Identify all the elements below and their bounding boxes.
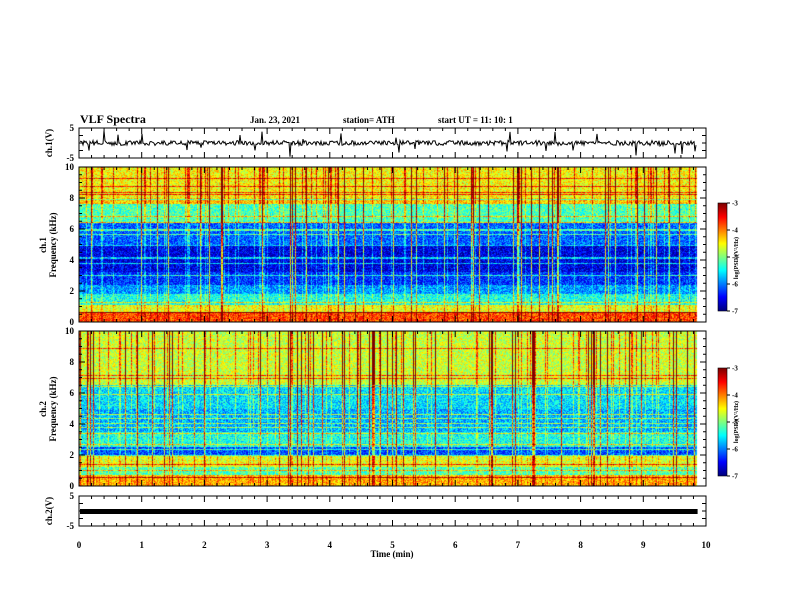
colorbar-tick-label: -7 <box>732 473 738 481</box>
spectrogram-ch1-frequency-label: Frequency (kHz) <box>48 212 58 277</box>
y-tick-label: 8 <box>70 357 75 367</box>
x-tick-label: 8 <box>578 540 583 550</box>
x-tick-label: 0 <box>77 540 82 550</box>
waveform-ch1-ylabel-text: ch.1(V) <box>44 129 54 157</box>
colorbar-ch2-label: log(PSD)(V²/Hz) <box>733 401 740 443</box>
spectrogram-ch2-channel-label: ch.2 <box>38 401 48 417</box>
y-tick-label: -5 <box>67 153 75 163</box>
y-tick-label: 8 <box>70 193 75 203</box>
waveform-ch1-trace <box>79 130 697 157</box>
y-tick-label: 5 <box>70 123 75 133</box>
spectrogram-ch2-image <box>79 331 706 486</box>
colorbar-tick-label: -4 <box>732 392 738 400</box>
date-label: Jan. 23, 2021 <box>250 115 301 125</box>
y-tick-label: 0 <box>70 317 75 327</box>
x-axis-label: Time (min) <box>370 549 413 559</box>
x-tick-label: 6 <box>453 540 458 550</box>
x-tick-label: 7 <box>516 540 521 550</box>
waveform-ch2-trace <box>80 509 698 514</box>
y-tick-label: 6 <box>70 388 75 398</box>
spectrogram-ch1-image <box>79 167 706 322</box>
colorbar-tick-label: -6 <box>732 446 738 454</box>
spectrogram-ch2-frequency-label: Frequency (kHz) <box>48 376 58 441</box>
colorbar-tick-label: -4 <box>732 227 738 235</box>
y-tick-label: 4 <box>70 419 75 429</box>
x-tick-label: 2 <box>202 540 207 550</box>
colorbar-tick-label: -6 <box>732 281 738 289</box>
colorbar-ch1-image <box>718 203 727 311</box>
figure-title: VLF Spectra <box>80 112 146 126</box>
colorbar-tick-label: -3 <box>732 200 738 208</box>
y-tick-label: 5 <box>70 491 75 501</box>
colorbar-tick-label: -3 <box>732 365 738 373</box>
y-tick-label: 4 <box>70 255 75 265</box>
axis-ticks: 0 1 2 3 4 5 6 7 8 9 10024681002468105-55-5-3-4-5-6… <box>65 123 738 550</box>
colorbar-ch1-label-text: log(PSD)(V²/Hz) <box>733 237 740 279</box>
spectrogram-ch2-ylabel: ch.2 Frequency (kHz) <box>38 376 58 441</box>
colorbar-ch1-label: log(PSD)(V²/Hz) <box>733 237 740 279</box>
y-tick-label: -5 <box>67 521 75 531</box>
x-tick-label: 10 <box>702 540 712 550</box>
colorbar-tick-label: -5 <box>732 419 738 427</box>
colorbar-tick-label: -5 <box>732 254 738 262</box>
x-tick-label: 9 <box>641 540 646 550</box>
x-tick-label: 5 <box>390 540 395 550</box>
y-tick-label: 2 <box>70 450 75 460</box>
waveform-ch2-ylabel: ch.2(V) <box>44 497 54 525</box>
spectrogram-ch1-channel-label: ch.1 <box>38 237 48 253</box>
y-tick-label: 6 <box>70 224 75 234</box>
spectrogram-ch1-ylabel: ch.1 Frequency (kHz) <box>38 212 58 277</box>
colorbar-tick-label: -7 <box>732 308 738 316</box>
x-tick-label: 3 <box>265 540 270 550</box>
y-tick-label: 10 <box>65 326 75 336</box>
y-tick-label: 10 <box>65 162 75 172</box>
waveform-ch1-ylabel: ch.1(V) <box>44 129 54 157</box>
x-tick-label: 1 <box>139 540 144 550</box>
start-time-label: start UT = 11: 10: 1 <box>438 115 513 125</box>
colorbar-ch2-image <box>718 368 727 476</box>
colorbar-ch2-label-text: log(PSD)(V²/Hz) <box>733 401 740 443</box>
y-tick-label: 2 <box>70 286 75 296</box>
waveform-ch2-ylabel-text: ch.2(V) <box>44 497 54 525</box>
y-tick-label: 0 <box>70 481 75 491</box>
x-tick-label: 4 <box>328 540 333 550</box>
station-label: station= ATH <box>343 115 395 125</box>
